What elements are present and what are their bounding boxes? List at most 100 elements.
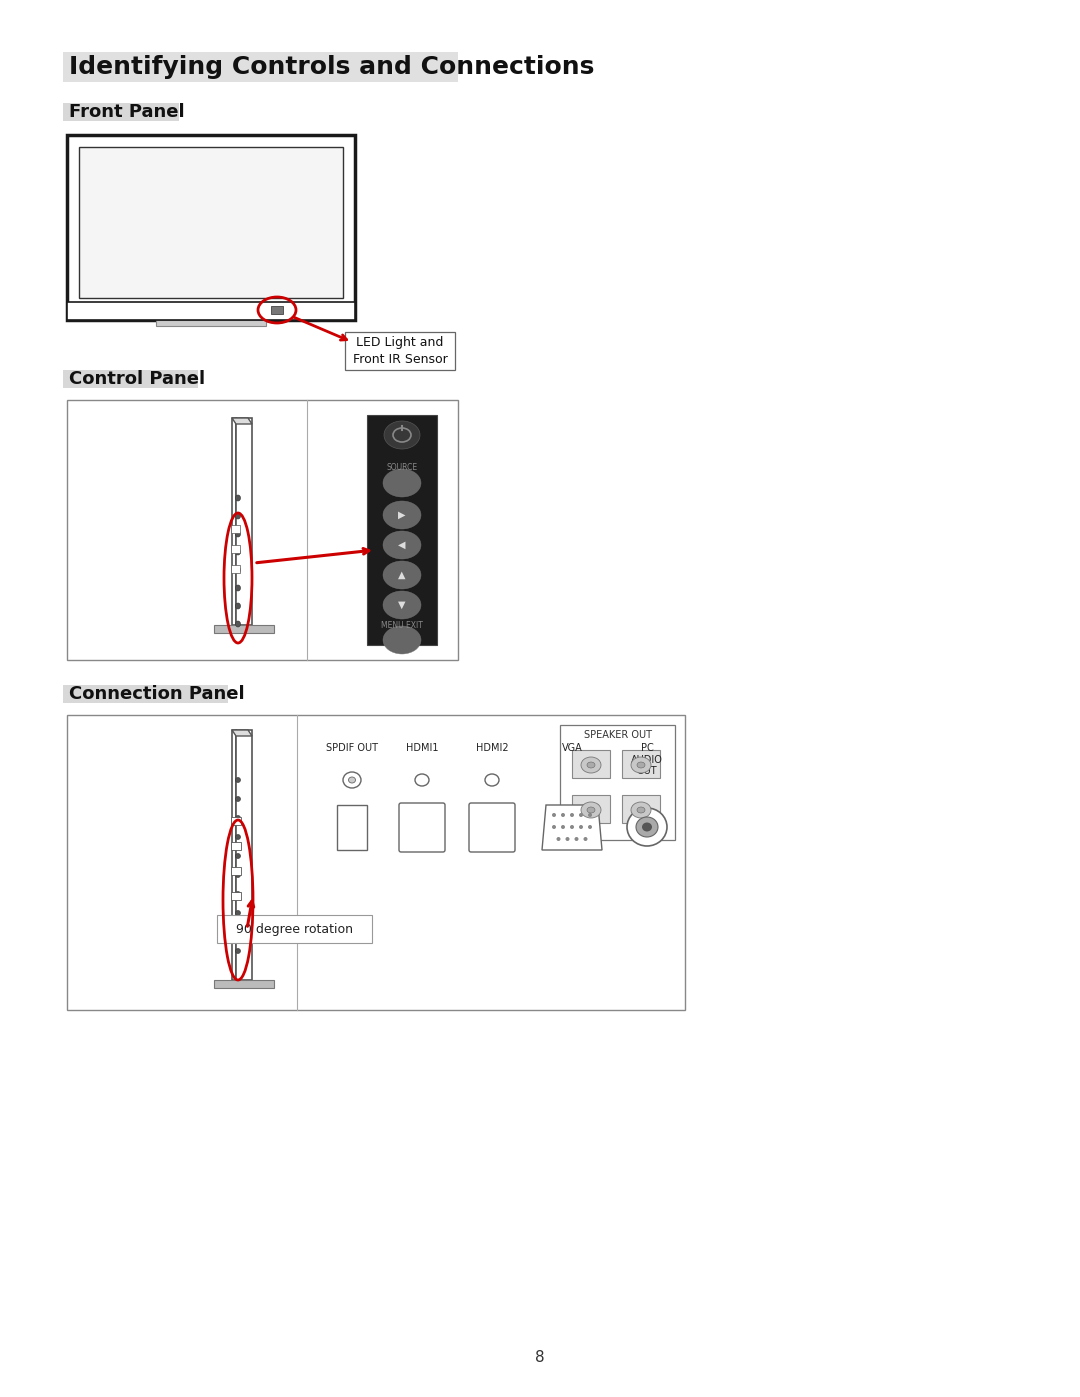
Bar <box>231 842 241 849</box>
Text: SOURCE: SOURCE <box>387 462 418 472</box>
Ellipse shape <box>235 604 241 609</box>
Bar <box>231 564 240 573</box>
Bar <box>237 731 252 981</box>
Bar <box>63 52 458 82</box>
Ellipse shape <box>637 761 645 768</box>
Ellipse shape <box>561 826 565 828</box>
Bar <box>67 136 355 320</box>
Bar <box>337 805 367 849</box>
Bar <box>367 415 437 645</box>
Ellipse shape <box>627 807 667 847</box>
Ellipse shape <box>235 854 241 859</box>
Ellipse shape <box>570 813 573 817</box>
Ellipse shape <box>383 626 421 654</box>
Ellipse shape <box>383 502 421 529</box>
Ellipse shape <box>581 757 600 773</box>
Text: SPDIF OUT: SPDIF OUT <box>326 743 378 753</box>
Text: VGA: VGA <box>562 743 582 753</box>
Ellipse shape <box>588 761 595 768</box>
Ellipse shape <box>588 826 592 828</box>
FancyBboxPatch shape <box>399 803 445 852</box>
Text: Identifying Controls and Connections: Identifying Controls and Connections <box>69 54 594 80</box>
Ellipse shape <box>383 562 421 590</box>
Ellipse shape <box>636 817 658 837</box>
Ellipse shape <box>383 591 421 619</box>
Ellipse shape <box>235 929 241 935</box>
Ellipse shape <box>583 837 588 841</box>
Bar <box>63 685 228 703</box>
Ellipse shape <box>552 813 556 817</box>
Ellipse shape <box>383 531 421 559</box>
Bar <box>231 868 241 875</box>
Bar <box>156 320 266 326</box>
Ellipse shape <box>343 773 361 788</box>
Ellipse shape <box>235 495 241 502</box>
Bar <box>214 981 274 988</box>
Text: ▲: ▲ <box>399 570 406 580</box>
Text: 8: 8 <box>536 1351 544 1365</box>
Bar <box>345 332 455 370</box>
Ellipse shape <box>581 802 600 819</box>
Text: PC
AUDIO
OUT: PC AUDIO OUT <box>631 743 663 777</box>
Text: HDMI2: HDMI2 <box>475 743 509 753</box>
Ellipse shape <box>570 826 573 828</box>
Ellipse shape <box>384 420 420 448</box>
Bar <box>214 624 274 633</box>
FancyBboxPatch shape <box>469 803 515 852</box>
Bar <box>231 525 240 534</box>
Bar <box>622 795 660 823</box>
Ellipse shape <box>579 826 583 828</box>
Polygon shape <box>542 805 602 849</box>
Ellipse shape <box>556 837 561 841</box>
Ellipse shape <box>561 813 565 817</box>
Bar <box>79 147 343 298</box>
Bar <box>67 715 685 1010</box>
Text: Connection Panel: Connection Panel <box>69 685 245 703</box>
Text: Front Panel: Front Panel <box>69 103 185 122</box>
Text: MENU EXIT: MENU EXIT <box>381 620 423 630</box>
Polygon shape <box>232 731 252 736</box>
Bar <box>232 731 237 981</box>
Ellipse shape <box>235 585 241 591</box>
Ellipse shape <box>552 826 556 828</box>
Bar <box>572 795 610 823</box>
Ellipse shape <box>579 813 583 817</box>
Bar <box>67 302 355 320</box>
Ellipse shape <box>349 777 355 782</box>
Ellipse shape <box>235 873 241 877</box>
Bar <box>231 817 241 826</box>
Text: ▶: ▶ <box>399 510 406 520</box>
Text: HDMI1: HDMI1 <box>406 743 438 753</box>
Ellipse shape <box>588 807 595 813</box>
Bar <box>63 103 179 122</box>
Ellipse shape <box>235 816 241 820</box>
Text: 90 degree rotation: 90 degree rotation <box>237 922 353 936</box>
Ellipse shape <box>631 802 651 819</box>
Polygon shape <box>232 418 252 425</box>
Ellipse shape <box>235 834 241 840</box>
Ellipse shape <box>235 549 241 555</box>
Ellipse shape <box>235 567 241 573</box>
Ellipse shape <box>637 807 645 813</box>
Ellipse shape <box>631 757 651 773</box>
Ellipse shape <box>415 774 429 787</box>
Bar <box>232 418 237 624</box>
Bar <box>231 893 241 900</box>
Text: ◀: ◀ <box>399 541 406 550</box>
Ellipse shape <box>642 823 652 831</box>
Ellipse shape <box>235 531 241 536</box>
Bar <box>237 418 252 624</box>
Bar <box>561 725 675 840</box>
Ellipse shape <box>575 837 579 841</box>
Text: LED Light and
Front IR Sensor: LED Light and Front IR Sensor <box>353 337 447 366</box>
Ellipse shape <box>588 813 592 817</box>
Ellipse shape <box>235 796 241 802</box>
Bar <box>67 400 458 659</box>
Ellipse shape <box>383 469 421 497</box>
Text: ▼: ▼ <box>399 599 406 610</box>
Ellipse shape <box>485 774 499 787</box>
Text: Control Panel: Control Panel <box>69 370 205 388</box>
Bar <box>231 545 240 553</box>
Ellipse shape <box>235 949 241 954</box>
Bar <box>217 915 372 943</box>
